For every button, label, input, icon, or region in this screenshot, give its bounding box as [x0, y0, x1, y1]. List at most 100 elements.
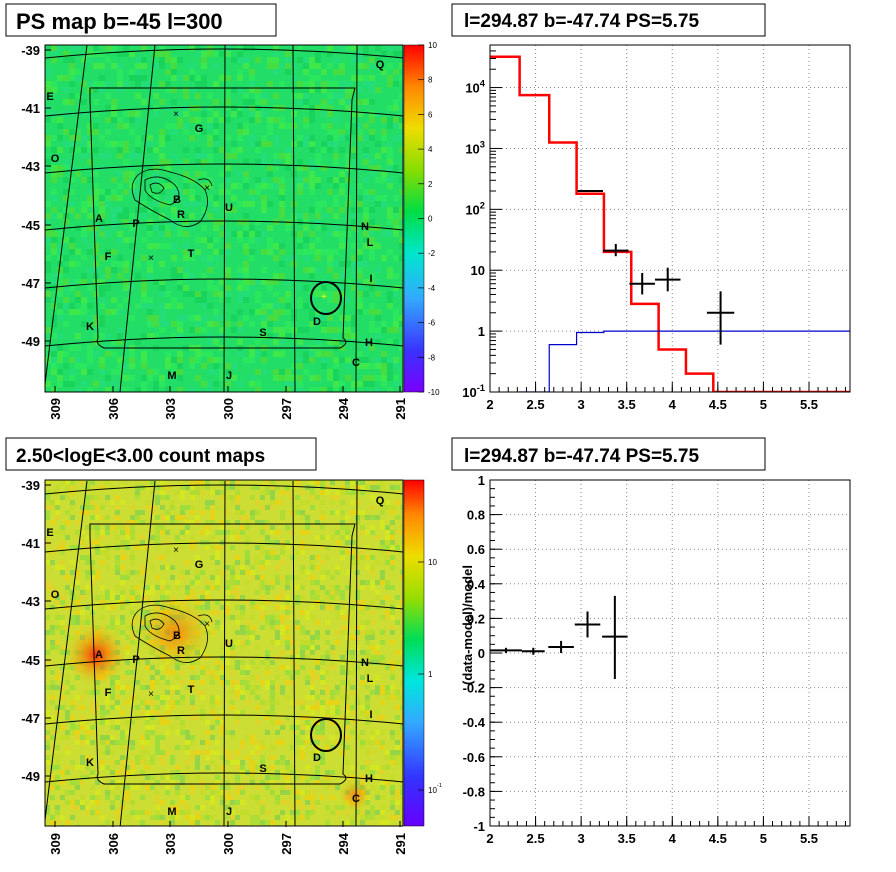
noise-pixel: [400, 525, 403, 530]
noise-pixel: [393, 99, 399, 105]
noise-pixel: [275, 770, 280, 775]
noise-pixel: [75, 585, 80, 590]
y-tick-label: 10-1: [462, 383, 485, 400]
noise-pixel: [273, 309, 279, 315]
noise-pixel: [345, 485, 350, 490]
noise-pixel: [50, 670, 55, 675]
noise-pixel: [60, 685, 65, 690]
noise-pixel: [333, 201, 339, 207]
noise-pixel: [155, 800, 160, 805]
noise-pixel: [213, 111, 219, 117]
noise-pixel: [387, 363, 393, 369]
noise-pixel: [135, 339, 141, 345]
noise-pixel: [393, 363, 399, 369]
noise-pixel: [297, 327, 303, 333]
noise-pixel: [159, 99, 165, 105]
noise-pixel: [399, 225, 403, 231]
noise-pixel: [300, 645, 305, 650]
noise-pixel: [395, 750, 400, 755]
noise-pixel: [375, 165, 381, 171]
noise-pixel: [345, 535, 350, 540]
noise-pixel: [375, 387, 381, 392]
noise-pixel: [100, 735, 105, 740]
noise-pixel: [243, 123, 249, 129]
noise-pixel: [81, 57, 87, 63]
noise-pixel: [335, 640, 340, 645]
noise-pixel: [261, 111, 267, 117]
noise-pixel: [175, 730, 180, 735]
noise-pixel: [210, 630, 215, 635]
noise-pixel: [279, 333, 285, 339]
noise-pixel: [69, 357, 75, 363]
noise-pixel: [125, 745, 130, 750]
noise-pixel: [135, 135, 141, 141]
noise-pixel: [140, 610, 145, 615]
noise-pixel: [355, 515, 360, 520]
noise-pixel: [240, 525, 245, 530]
noise-pixel: [219, 75, 225, 81]
noise-pixel: [297, 183, 303, 189]
noise-pixel: [267, 237, 273, 243]
noise-pixel: [205, 730, 210, 735]
noise-pixel: [249, 195, 255, 201]
noise-pixel: [159, 231, 165, 237]
noise-pixel: [45, 665, 50, 670]
noise-pixel: [360, 765, 365, 770]
noise-pixel: [250, 515, 255, 520]
noise-pixel: [165, 201, 171, 207]
noise-pixel: [171, 129, 177, 135]
noise-pixel: [189, 117, 195, 123]
noise-pixel: [111, 63, 117, 69]
noise-pixel: [147, 315, 153, 321]
noise-pixel: [170, 725, 175, 730]
noise-pixel: [150, 490, 155, 495]
noise-pixel: [280, 770, 285, 775]
noise-pixel: [375, 765, 380, 770]
noise-pixel: [190, 700, 195, 705]
noise-pixel: [69, 375, 75, 381]
noise-pixel: [375, 291, 381, 297]
noise-pixel: [297, 231, 303, 237]
noise-pixel: [185, 735, 190, 740]
noise-pixel: [150, 665, 155, 670]
noise-pixel: [57, 273, 63, 279]
noise-pixel: [249, 357, 255, 363]
noise-pixel: [270, 555, 275, 560]
noise-pixel: [230, 665, 235, 670]
noise-pixel: [120, 770, 125, 775]
noise-pixel: [270, 500, 275, 505]
noise-pixel: [399, 117, 403, 123]
noise-pixel: [350, 690, 355, 695]
noise-pixel: [327, 129, 333, 135]
noise-pixel: [267, 183, 273, 189]
noise-pixel: [111, 213, 117, 219]
noise-pixel: [303, 141, 309, 147]
noise-pixel: [45, 580, 50, 585]
noise-pixel: [175, 805, 180, 810]
noise-pixel: [180, 540, 185, 545]
noise-pixel: [105, 309, 111, 315]
noise-pixel: [150, 755, 155, 760]
noise-pixel: [320, 560, 325, 565]
noise-pixel: [105, 700, 110, 705]
noise-pixel: [400, 705, 403, 710]
noise-pixel: [171, 303, 177, 309]
noise-pixel: [339, 381, 345, 387]
noise-pixel: [320, 660, 325, 665]
noise-pixel: [100, 485, 105, 490]
noise-pixel: [265, 620, 270, 625]
noise-pixel: [393, 195, 399, 201]
noise-pixel: [255, 57, 261, 63]
noise-pixel: [290, 510, 295, 515]
noise-pixel: [165, 159, 171, 165]
noise-pixel: [303, 237, 309, 243]
noise-pixel: [297, 339, 303, 345]
noise-pixel: [345, 333, 351, 339]
colorbar-bottom: [403, 479, 425, 827]
noise-pixel: [120, 605, 125, 610]
noise-pixel: [87, 57, 93, 63]
noise-pixel: [153, 243, 159, 249]
noise-pixel: [195, 570, 200, 575]
source-label: Q: [376, 495, 385, 507]
